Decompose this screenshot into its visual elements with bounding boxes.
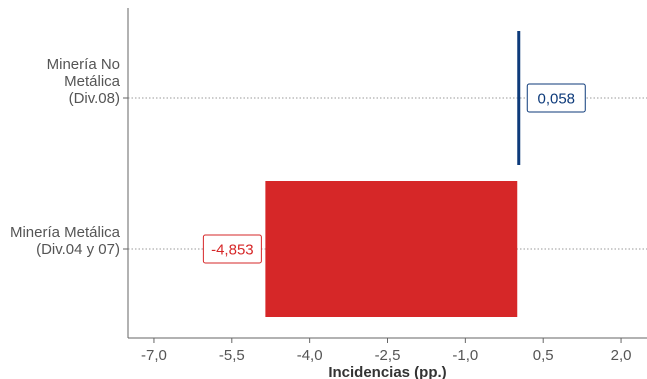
- data-label-box-0: [526, 83, 586, 113]
- x-tick-label-0: -7,0: [141, 347, 167, 364]
- data-labels: 0,058 -4,853: [202, 83, 586, 264]
- category-label-0-line-0: Minería No: [47, 56, 120, 73]
- category-label-1-line-0: Minería Metálica: [10, 224, 121, 241]
- x-tick-label-5: 0,5: [533, 347, 554, 364]
- data-label-0: 0,058: [537, 91, 575, 108]
- bar-1: [265, 181, 518, 317]
- data-label-box-1: [202, 234, 262, 264]
- chart-title-fragment: ( ): [66, 0, 80, 1]
- category-label-0-line-1: Metálica: [64, 73, 121, 90]
- category-label-1: Minería Metálica (Div.04 y 07): [10, 224, 121, 258]
- x-tick-label-4: -1,0: [452, 347, 478, 364]
- x-tick-label-6: 2,0: [611, 347, 632, 364]
- bar-0: [517, 31, 521, 165]
- bars: [265, 31, 521, 317]
- category-label-1-line-1: (Div.04 y 07): [36, 241, 120, 258]
- x-axis-ticks: -7,0 -5,5 -4,0 -2,5 -1,0 0,5 2,0: [141, 338, 631, 364]
- x-tick-label-2: -4,0: [297, 347, 323, 364]
- category-label-0-line-2: (Div.08): [69, 90, 120, 107]
- x-tick-label-1: -5,5: [219, 347, 245, 364]
- data-label-1: -4,853: [211, 242, 254, 259]
- category-labels: Minería No Metálica (Div.08) Minería Metáli…: [10, 56, 128, 258]
- x-axis-title: Incidencias (pp.): [328, 364, 446, 379]
- x-tick-label-3: -2,5: [375, 347, 401, 364]
- category-label-0: Minería No Metálica (Div.08): [47, 56, 121, 107]
